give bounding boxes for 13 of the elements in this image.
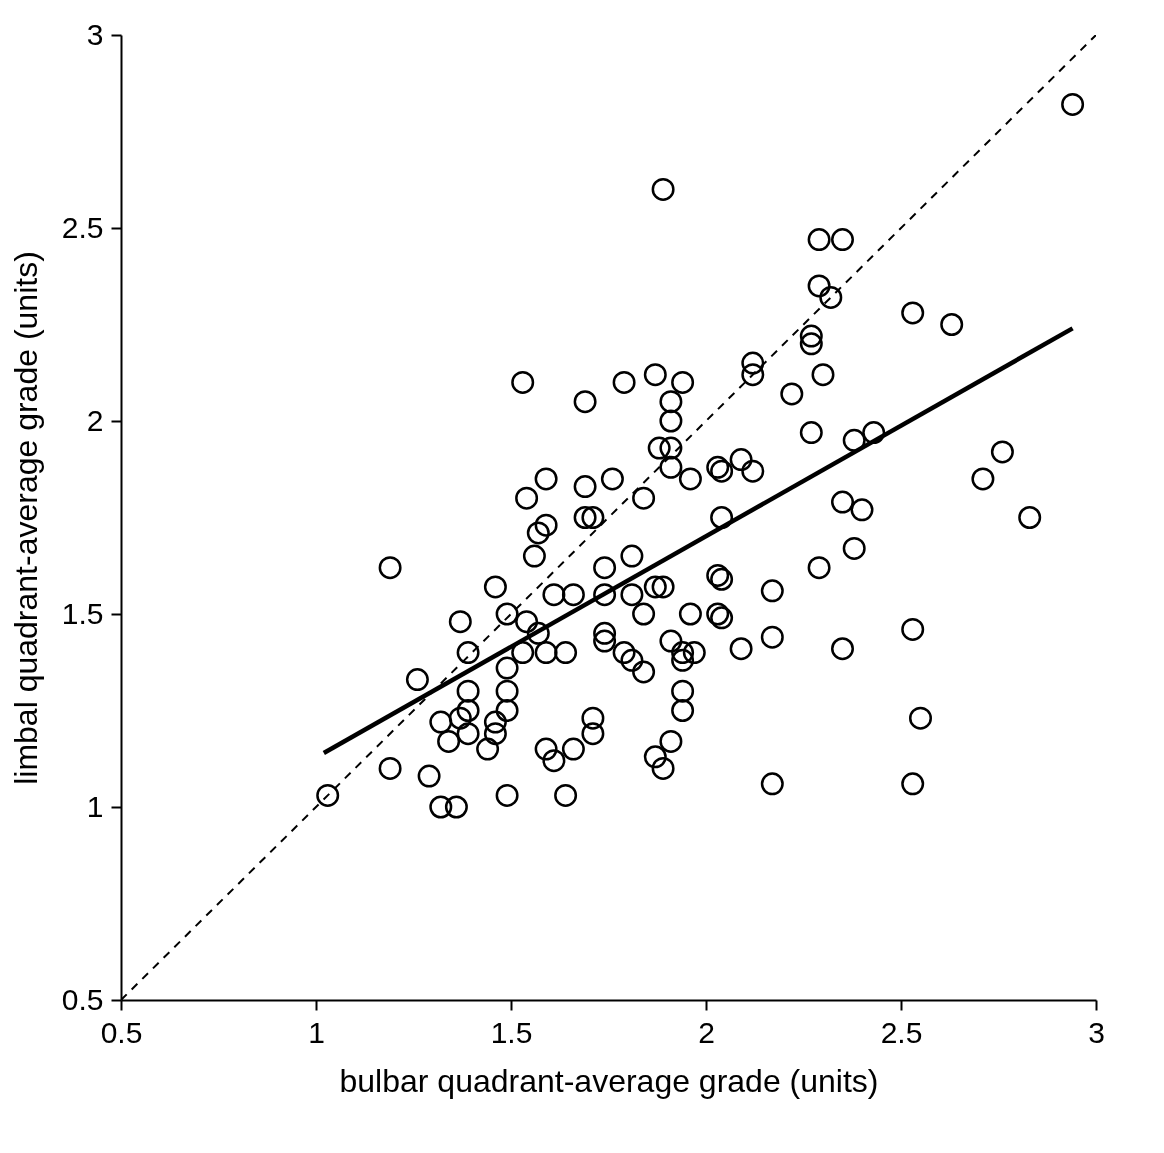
y-tick-label: 1.5 bbox=[61, 596, 104, 630]
y-tick-label: 0.5 bbox=[61, 982, 104, 1016]
y-tick-label: 2 bbox=[86, 403, 104, 437]
x-tick-label: 1.5 bbox=[490, 1015, 533, 1049]
y-axis-title: limbal quadrant-average grade (units) bbox=[7, 251, 44, 785]
y-tick-label: 2.5 bbox=[61, 210, 104, 244]
x-tick-label: 3 bbox=[1088, 1015, 1105, 1049]
x-tick-label: 2 bbox=[698, 1015, 715, 1049]
y-tick-label: 1 bbox=[86, 789, 104, 823]
y-tick-label: 3 bbox=[86, 17, 104, 51]
x-tick-label: 2.5 bbox=[880, 1015, 923, 1049]
x-axis-title: bulbar quadrant-average grade (units) bbox=[339, 1062, 879, 1099]
x-tick-label: 1 bbox=[308, 1015, 325, 1049]
